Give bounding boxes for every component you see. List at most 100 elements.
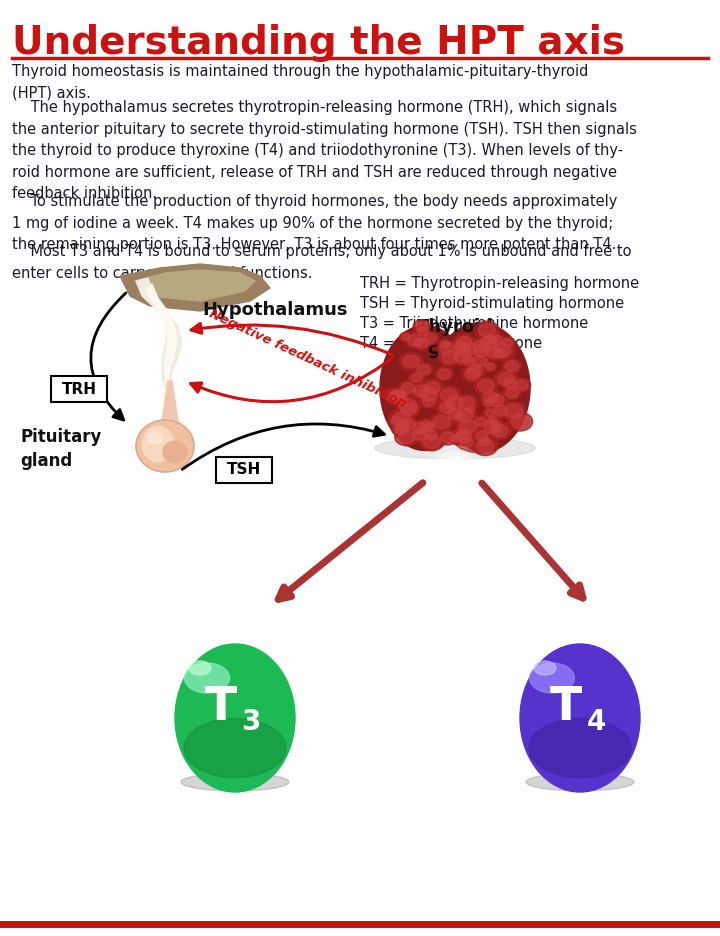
Ellipse shape [456,394,478,411]
Ellipse shape [395,396,420,416]
Ellipse shape [454,429,471,441]
Ellipse shape [454,344,470,357]
Ellipse shape [501,402,527,420]
Ellipse shape [473,430,490,443]
Ellipse shape [413,320,431,333]
Ellipse shape [436,400,458,416]
Ellipse shape [492,344,511,358]
Ellipse shape [456,412,465,419]
Ellipse shape [413,336,431,350]
Ellipse shape [484,362,497,372]
Ellipse shape [484,400,493,406]
Ellipse shape [386,390,400,402]
Ellipse shape [490,424,500,431]
Ellipse shape [420,388,437,402]
Ellipse shape [475,431,488,441]
Ellipse shape [487,417,497,423]
Ellipse shape [463,357,474,365]
Ellipse shape [405,332,426,348]
Ellipse shape [438,369,451,379]
Ellipse shape [389,409,414,428]
Ellipse shape [477,439,494,453]
Ellipse shape [482,398,495,408]
Ellipse shape [425,459,480,489]
Text: Pituitary
gland: Pituitary gland [20,428,102,470]
Ellipse shape [478,324,495,337]
Ellipse shape [418,418,436,432]
Ellipse shape [392,421,413,436]
Ellipse shape [473,340,490,353]
Ellipse shape [451,347,474,365]
Ellipse shape [500,337,515,348]
Ellipse shape [398,431,415,444]
Ellipse shape [386,388,410,406]
Ellipse shape [485,409,494,417]
Text: 3: 3 [241,708,261,736]
Ellipse shape [485,334,497,344]
Ellipse shape [472,416,489,428]
Ellipse shape [451,405,477,425]
Ellipse shape [474,377,498,395]
Ellipse shape [461,355,476,366]
Ellipse shape [415,362,433,376]
Ellipse shape [420,331,438,345]
Ellipse shape [147,432,163,444]
Ellipse shape [451,339,470,353]
Polygon shape [146,284,177,381]
Ellipse shape [415,446,495,546]
Ellipse shape [422,421,438,433]
Ellipse shape [471,342,494,358]
Ellipse shape [438,348,462,366]
Ellipse shape [451,434,462,443]
Ellipse shape [392,424,407,435]
Ellipse shape [474,321,499,339]
Text: Most T3 and T4 is bound to serum proteins; only about 1% is unbound and free to
: Most T3 and T4 is bound to serum protein… [12,244,631,281]
Ellipse shape [383,388,403,403]
Text: T: T [550,685,582,730]
Ellipse shape [452,428,475,445]
Ellipse shape [484,420,502,434]
Ellipse shape [529,663,575,693]
Polygon shape [430,421,478,438]
Ellipse shape [445,407,465,422]
Ellipse shape [477,436,492,447]
Ellipse shape [423,333,436,344]
Ellipse shape [441,431,455,443]
Ellipse shape [441,341,449,347]
FancyArrowPatch shape [482,483,583,598]
Ellipse shape [414,385,429,397]
Ellipse shape [494,370,518,388]
Ellipse shape [504,378,517,388]
Ellipse shape [444,394,467,412]
Ellipse shape [483,344,504,360]
Ellipse shape [402,419,415,430]
Ellipse shape [486,415,499,425]
Ellipse shape [416,385,441,403]
Text: Negative feedback inhibition: Negative feedback inhibition [207,307,409,411]
Ellipse shape [480,336,498,350]
Ellipse shape [398,402,420,417]
Ellipse shape [163,441,187,463]
FancyArrowPatch shape [191,358,393,402]
FancyArrowPatch shape [182,424,384,469]
Ellipse shape [429,413,454,431]
Ellipse shape [430,323,530,453]
Ellipse shape [456,336,472,348]
Ellipse shape [465,407,474,414]
Ellipse shape [473,437,498,456]
Ellipse shape [423,398,435,406]
Ellipse shape [448,409,462,420]
Ellipse shape [468,353,490,369]
Ellipse shape [389,415,405,427]
Text: TSH = Thyroid-stimulating hormone: TSH = Thyroid-stimulating hormone [360,296,624,311]
Ellipse shape [136,420,194,472]
Ellipse shape [420,432,444,451]
Ellipse shape [189,661,211,675]
Ellipse shape [433,416,450,429]
Ellipse shape [423,435,441,448]
Ellipse shape [415,338,428,348]
Text: Thyroid
gland: Thyroid gland [417,318,493,358]
Ellipse shape [516,380,528,390]
Ellipse shape [422,429,440,442]
Ellipse shape [435,367,454,381]
